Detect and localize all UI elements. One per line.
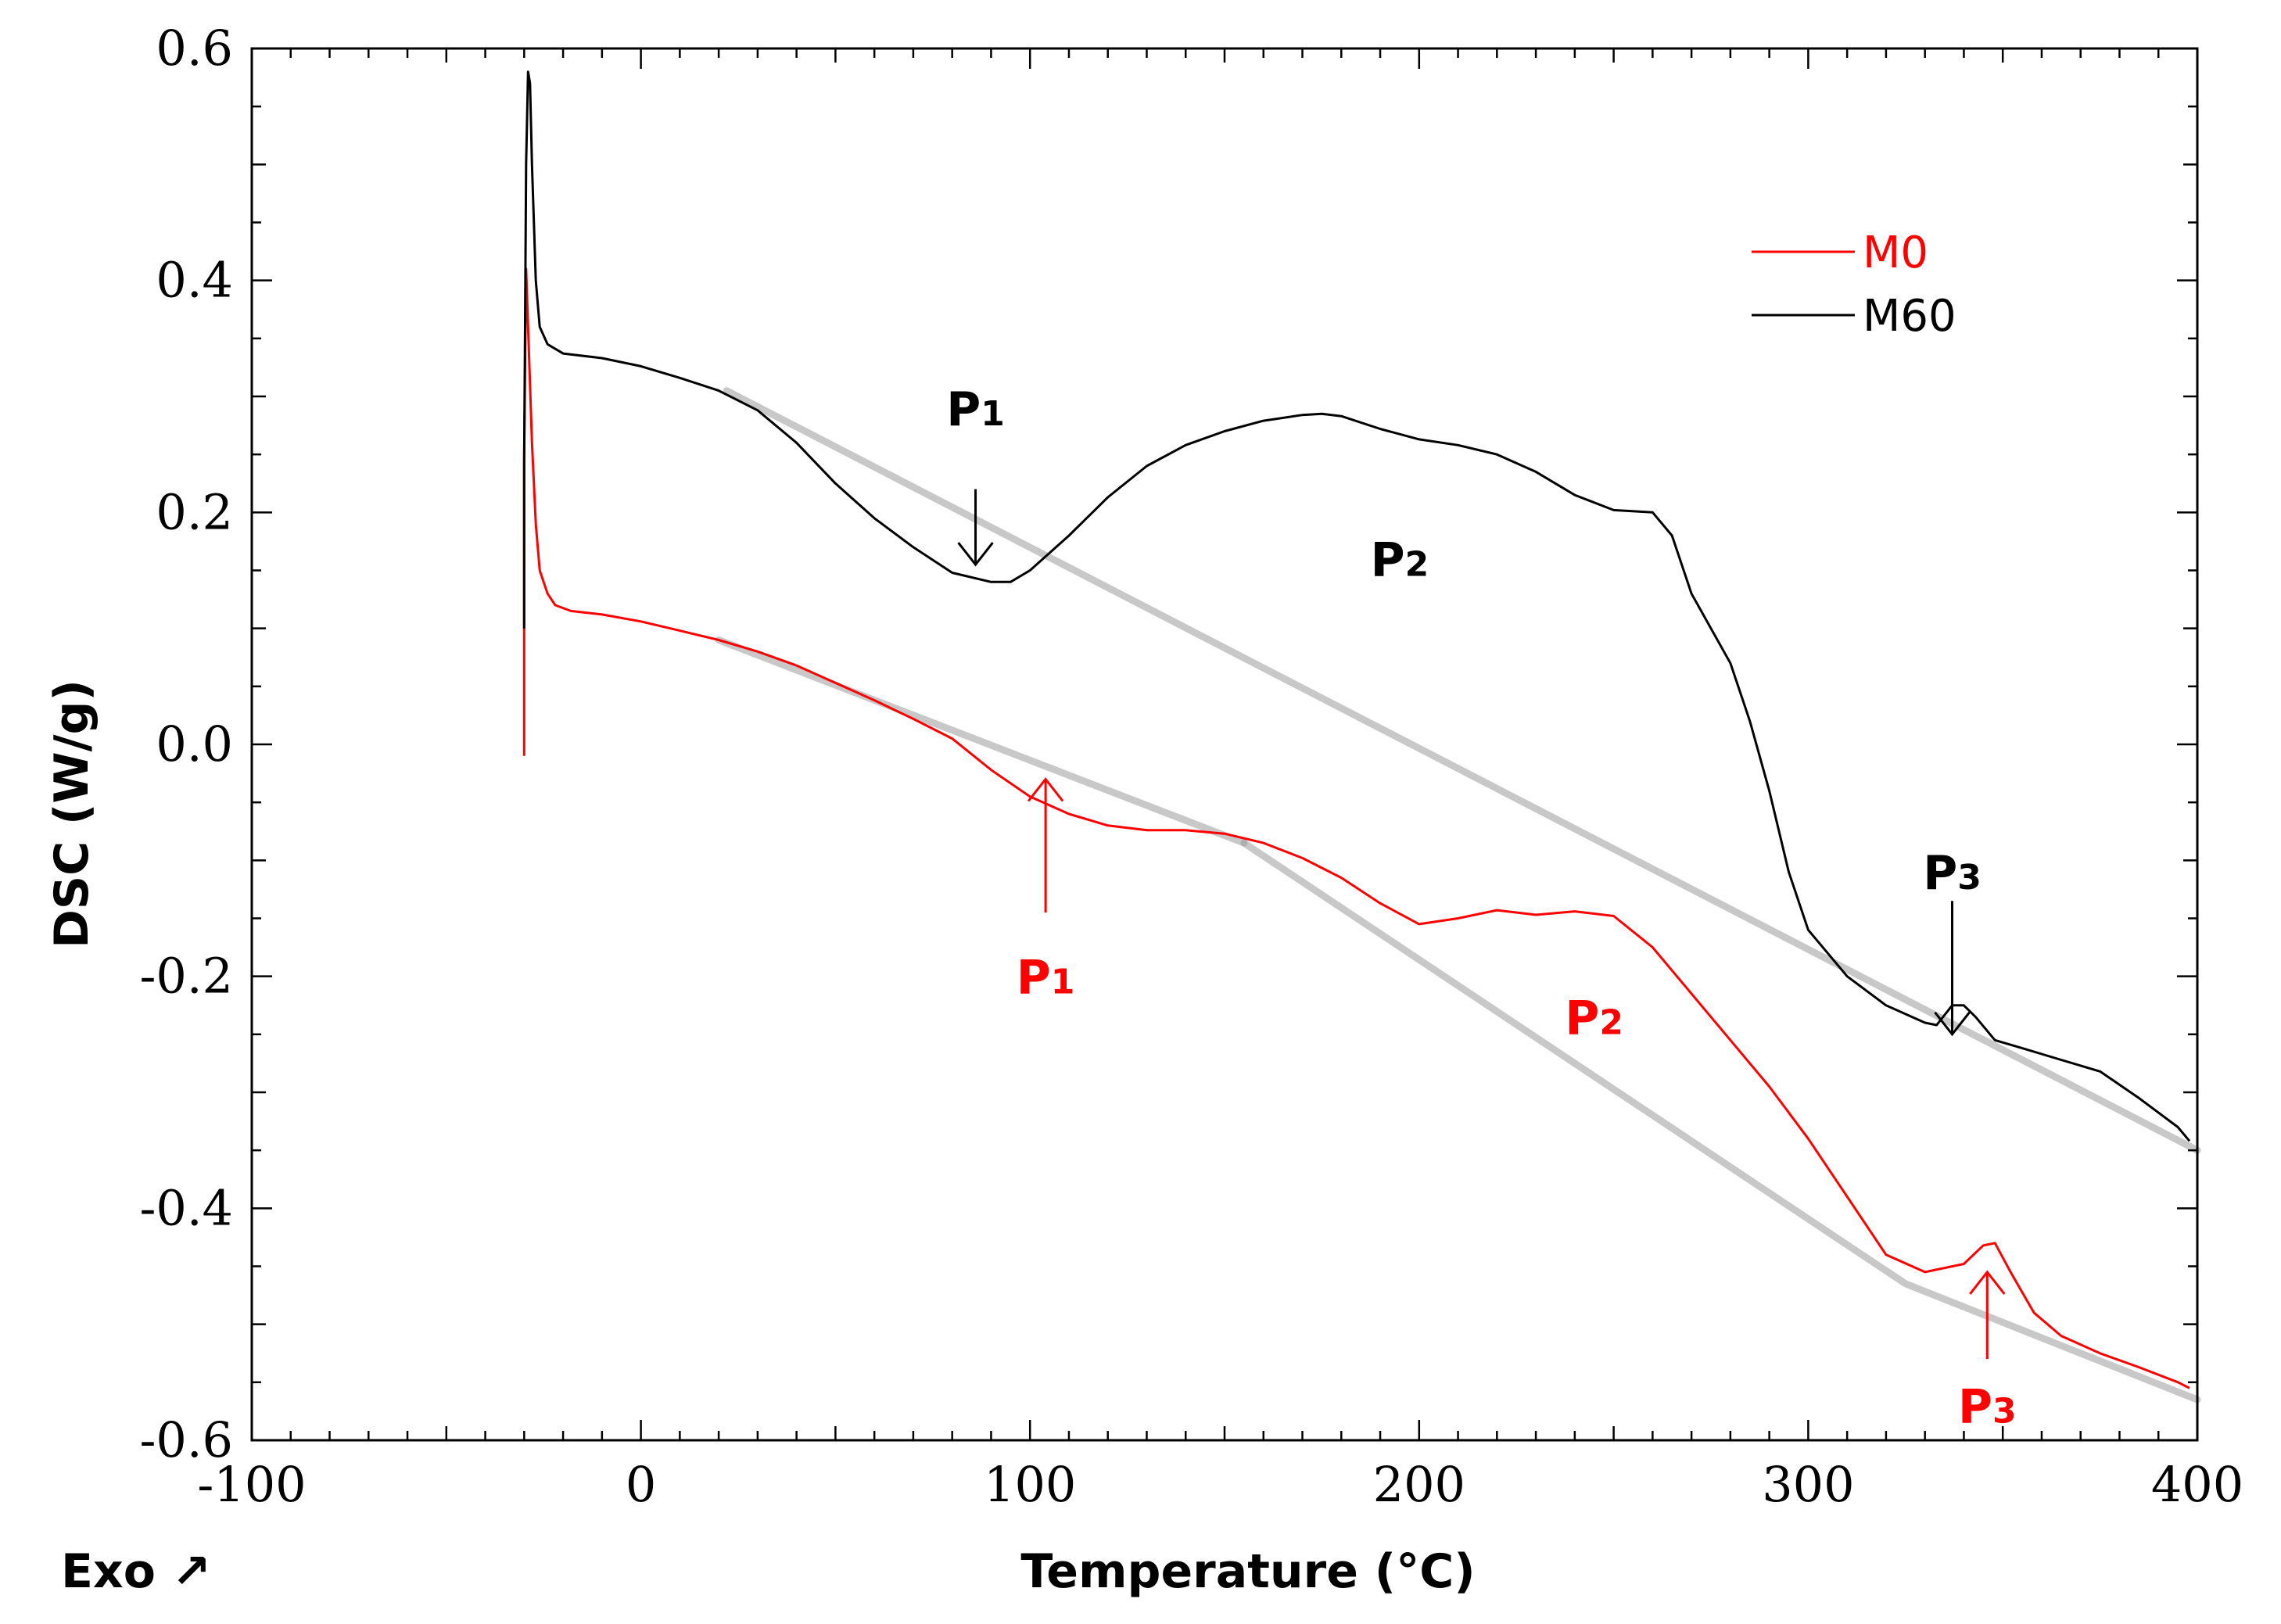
x-tick-label: 400	[2151, 1456, 2243, 1513]
x-tick-label: 200	[1373, 1456, 1465, 1513]
y-tick-label: -0.6	[139, 1411, 233, 1468]
series-line-m60	[522, 70, 2191, 1142]
y-tick-label: 0.0	[156, 715, 233, 773]
annotation-letter: P	[1923, 846, 1957, 901]
y-tick-label: 0.2	[156, 483, 233, 540]
annotation-m0-p2: P2	[1565, 991, 1623, 1046]
annotation-subscript: 1	[1051, 963, 1075, 1002]
annotation-subscript: 1	[981, 394, 1005, 434]
annotation-arrowhead-m0-p1	[1027, 777, 1064, 802]
annotation-subscript: 3	[1957, 858, 1982, 898]
y-tick-label: -0.4	[139, 1179, 233, 1236]
x-axis-title: Temperature (°C)	[1020, 1544, 1475, 1599]
annotation-letter: P	[1017, 951, 1051, 1006]
annotation-subscript: 2	[1599, 1003, 1623, 1043]
annotation-letter: P	[1371, 533, 1405, 588]
x-tick-label: -100	[197, 1456, 306, 1513]
y-tick-label: 0.6	[156, 20, 233, 77]
annotation-m60-p1: P1	[946, 382, 1005, 437]
annotation-subscript: 3	[1992, 1392, 2017, 1432]
x-tick-label: 300	[1762, 1456, 1854, 1513]
annotation-arrowhead-m60-p1	[957, 542, 994, 567]
x-tick-label: 100	[984, 1456, 1076, 1513]
annotation-m0-p1: P1	[1017, 951, 1075, 1006]
legend-label-m0: M0	[1863, 228, 1928, 278]
baseline-line-0	[723, 387, 2201, 1154]
baseline-line-2	[1240, 839, 2201, 1404]
annotation-letter: P	[1565, 991, 1599, 1046]
y-tick-label: 0.4	[156, 252, 233, 309]
annotation-m60-p2: P2	[1371, 533, 1429, 588]
annotation-arrowhead-m0-p3	[1969, 1270, 2006, 1295]
legend-label-m60: M60	[1863, 291, 1956, 342]
annotation-letter: P	[946, 382, 981, 437]
axes-layer: -100 0 100 200 300 400 -0.6 -0.4 -0.2 0.0 0.2 0.4 0.…	[139, 20, 2243, 1513]
exo-direction-label: Exo ↗	[61, 1544, 211, 1599]
annotation-m60-p3: P3	[1923, 846, 1982, 901]
annotation-subscript: 2	[1405, 545, 1429, 585]
series-layer	[522, 70, 2191, 1389]
legend: M0 M60	[1752, 228, 1956, 342]
series-line-m0	[522, 267, 2190, 1389]
x-tick-label: 0	[626, 1456, 656, 1513]
annotation-arrowhead-m60-p3	[1934, 1011, 1971, 1037]
annotation-letter: P	[1958, 1380, 1992, 1435]
baseline-line-1	[715, 636, 1248, 847]
y-axis-title: DSC (W/g)	[45, 679, 99, 948]
y-tick-label: -0.2	[139, 948, 233, 1005]
annotation-m0-p3: P3	[1958, 1380, 2017, 1435]
